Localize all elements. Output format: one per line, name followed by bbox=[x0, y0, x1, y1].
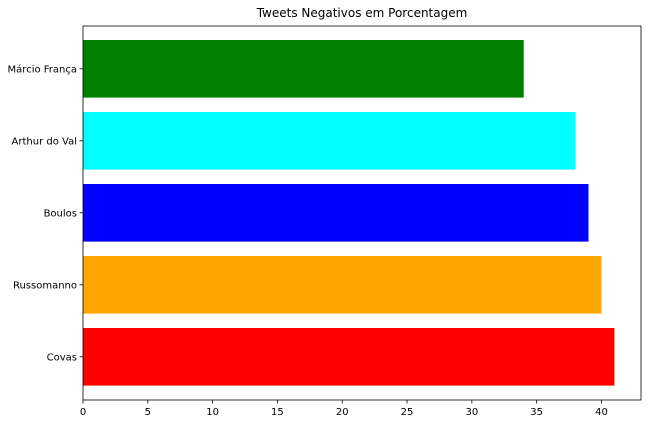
chart-title: Tweets Negativos em Porcentagem bbox=[256, 6, 468, 20]
x-tick-label: 0 bbox=[80, 407, 86, 418]
y-tick-label: Russomanno bbox=[13, 280, 77, 291]
y-tick-label: Covas bbox=[47, 352, 77, 363]
x-tick-label: 40 bbox=[595, 407, 608, 418]
x-axis: 0 5 10 15 20 25 30 35 40 bbox=[80, 400, 608, 418]
y-axis: Covas Russomanno Boulos Arthur do Val Márcio… bbox=[8, 63, 83, 363]
y-tick-label: Arthur do Val bbox=[12, 136, 77, 147]
x-tick-label: 10 bbox=[206, 407, 219, 418]
bar-covas bbox=[83, 328, 615, 386]
bar-russomanno bbox=[83, 256, 602, 314]
bar-m-rcio-fran-a bbox=[83, 40, 524, 98]
bars-group bbox=[83, 40, 615, 386]
x-tick-label: 25 bbox=[401, 407, 414, 418]
x-tick-label: 35 bbox=[530, 407, 543, 418]
y-tick-label: Boulos bbox=[44, 208, 77, 219]
x-tick-label: 30 bbox=[465, 407, 478, 418]
x-tick-label: 20 bbox=[336, 407, 349, 418]
bar-boulos bbox=[83, 184, 589, 242]
x-tick-label: 5 bbox=[145, 407, 151, 418]
y-tick-label: Márcio França bbox=[8, 63, 77, 75]
x-tick-label: 15 bbox=[271, 407, 284, 418]
bar-arthur-do-val bbox=[83, 112, 576, 170]
